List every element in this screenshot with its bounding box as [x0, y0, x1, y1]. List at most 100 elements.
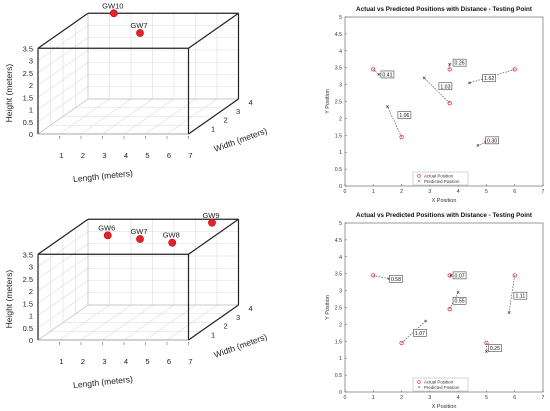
- gateway-marker: [103, 231, 112, 240]
- predicted-position-marker: [377, 73, 381, 76]
- chart-title: Actual vs Predicted Positions with Dista…: [356, 212, 533, 219]
- chart-title: Actual vs Predicted Positions with Dista…: [356, 6, 533, 13]
- legend-predicted-label: Predicted Position: [424, 179, 460, 184]
- x-tick-label: 6: [167, 357, 171, 366]
- grid-line: [37, 243, 89, 279]
- distance-label: 0.30: [487, 138, 497, 144]
- y-tick-label: 1: [339, 356, 342, 362]
- x-tick-label: 1: [59, 357, 63, 366]
- y-tick-label: 4: [339, 49, 342, 55]
- distance-label-box: [397, 111, 412, 119]
- predicted-position-marker: [449, 273, 453, 277]
- z-tick-label: 3: [29, 57, 33, 66]
- x-tick-label: 2: [400, 189, 403, 195]
- predicted-position-marker: [422, 76, 426, 80]
- predicted-marker-stroke: [377, 73, 381, 76]
- gateway-label: GW8: [163, 231, 180, 240]
- y-tick-label: 2.5: [335, 100, 342, 106]
- y-tick-label: 4: [339, 255, 342, 261]
- predicted-marker-stroke: [449, 273, 453, 277]
- z-tick-label: 0.5: [23, 324, 33, 333]
- actual-position-marker: [371, 273, 376, 278]
- box-edge: [188, 98, 239, 135]
- z-tick-label: 2.5: [23, 275, 33, 284]
- gateway-marker: [168, 238, 177, 247]
- x-tick-label: 5: [145, 151, 149, 160]
- x-tick-label: 2: [400, 395, 403, 401]
- predicted-marker-stroke: [448, 62, 452, 66]
- predicted-marker-stroke: [417, 180, 421, 183]
- z-tick-label: 1: [29, 312, 33, 321]
- predicted-position-marker: [448, 62, 452, 66]
- distance-label: 1.07: [415, 331, 425, 337]
- x-tick-label: 4: [124, 151, 128, 160]
- grid-line: [37, 231, 89, 267]
- distance-label-box: [452, 58, 467, 67]
- y-tick-label: 2: [339, 322, 342, 328]
- distance-label: 1.06: [399, 113, 409, 119]
- z-tick-label: 3.5: [23, 250, 33, 259]
- predicted-marker-stroke: [424, 319, 428, 323]
- actual-position-marker: [371, 67, 376, 72]
- legend-actual-marker: [417, 380, 421, 384]
- predicted-position-marker: [456, 290, 460, 294]
- box-edge: [37, 218, 89, 255]
- grid-line: [37, 280, 89, 316]
- predicted-marker-stroke: [507, 311, 511, 314]
- y-tick-label: 3: [236, 107, 240, 116]
- pane-edge: [37, 304, 89, 341]
- distance-label-box: [485, 136, 499, 145]
- predicted-position-marker: [485, 350, 488, 353]
- grid-line: [37, 37, 89, 73]
- z-axis-label: Height (meters): [4, 64, 14, 123]
- x-tick-label: 3: [428, 395, 431, 401]
- z-tick-label: 2: [29, 287, 33, 296]
- y-tick-label: 5: [339, 15, 342, 21]
- box-edge: [188, 12, 239, 49]
- legend-actual-label: Actual Position: [424, 380, 454, 385]
- predicted-marker-stroke: [468, 81, 471, 85]
- actual-position-marker: [447, 307, 452, 312]
- predicted-marker-stroke: [417, 386, 421, 389]
- predicted-position-marker: [424, 319, 428, 323]
- predicted-position-marker: [476, 144, 480, 147]
- y-tick-label: 4.5: [335, 32, 342, 38]
- legend-box: [412, 377, 469, 392]
- y-tick-label: 0: [339, 390, 342, 396]
- distance-label-box: [488, 344, 502, 352]
- x-axis-label: Length (meters): [73, 374, 134, 390]
- box-edge: [37, 12, 89, 49]
- distance-label-box: [438, 82, 453, 91]
- x-tick-label: 7: [542, 395, 545, 401]
- grid-line: [37, 86, 89, 122]
- y-tick-label: 3: [236, 313, 240, 322]
- gateway-marker: [109, 9, 118, 18]
- x-tick-label: 4: [457, 189, 460, 195]
- legend-predicted-marker: [417, 180, 421, 183]
- plot-area: [344, 16, 544, 187]
- predicted-marker-stroke: [456, 290, 460, 294]
- z-tick-label: 0: [29, 336, 33, 345]
- x-tick-label: 6: [513, 189, 516, 195]
- position-plot-bottom: Actual vs Predicted Positions with Dista…: [275, 206, 550, 411]
- x-tick-label: 2: [81, 151, 85, 160]
- distance-label-box: [513, 291, 528, 300]
- position-plot-top: Actual vs Predicted Positions with Dista…: [275, 0, 550, 205]
- plot-area: [344, 222, 544, 393]
- actual-position-marker: [399, 340, 404, 346]
- predicted-marker-stroke: [422, 76, 426, 80]
- x-tick-label: 1: [372, 395, 375, 401]
- distance-label: 1.03: [440, 84, 450, 90]
- y-tick-label: 5: [339, 221, 342, 227]
- pane-edge: [37, 98, 89, 135]
- y-tick-label: 1: [211, 330, 215, 339]
- distance-line: [508, 275, 516, 313]
- predicted-position-marker: [468, 81, 471, 85]
- distance-label: 0.55: [455, 299, 465, 305]
- z-tick-label: 1.5: [23, 299, 33, 308]
- box-edge: [188, 218, 239, 255]
- x-tick-label: 0: [344, 395, 347, 401]
- y-axis-label: Width (meters): [213, 125, 269, 154]
- distance-label-box: [389, 275, 403, 283]
- y-tick-label: 2: [224, 322, 228, 331]
